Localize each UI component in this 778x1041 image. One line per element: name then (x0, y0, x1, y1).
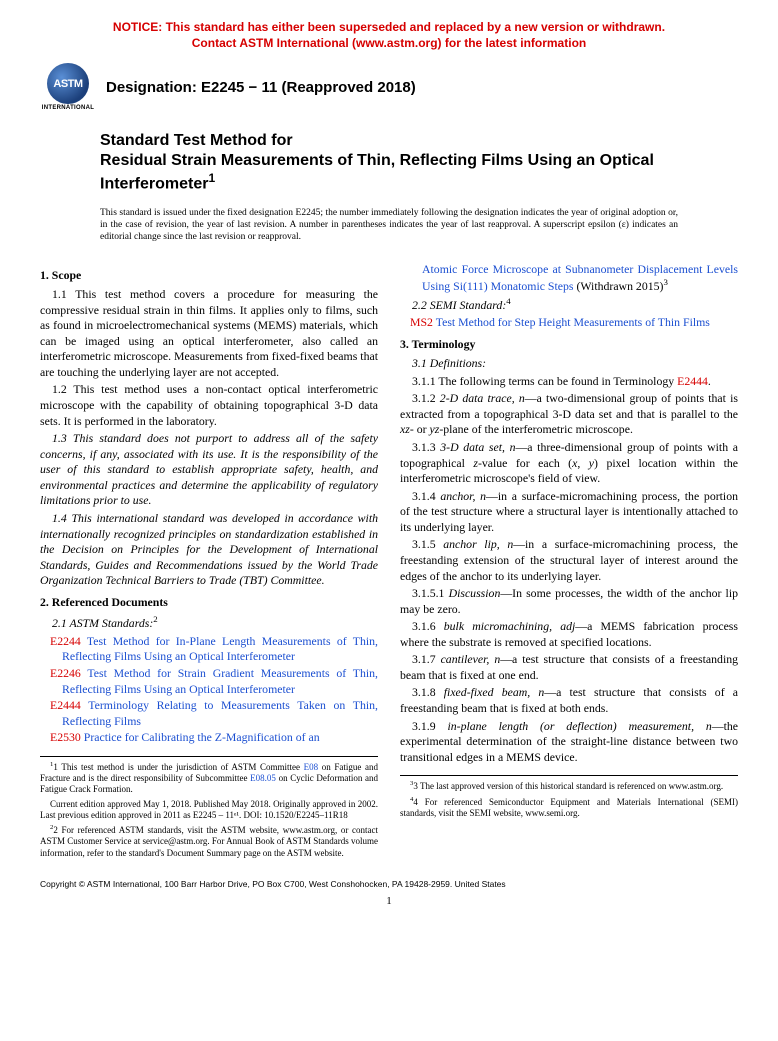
issuance-note: This standard is issued under the fixed … (100, 207, 678, 244)
para-3-1-5-1: 3.1.5.1 Discussion—In some processes, th… (400, 586, 738, 617)
ref-item: E2530 Practice for Calibrating the Z-Mag… (40, 730, 378, 746)
title-line2: Residual Strain Measurements of Thin, Re… (100, 151, 678, 194)
notice-line2: Contact ASTM International (www.astm.org… (192, 36, 586, 50)
ref-item: E2444 Terminology Relating to Measuremen… (40, 698, 378, 729)
notice-banner: NOTICE: This standard has either been su… (40, 20, 738, 51)
section-head-term: 3. Terminology (400, 337, 738, 353)
defs-head: 3.1 Definitions: (400, 356, 738, 372)
para-3-1-1: 3.1.1 The following terms can be found i… (400, 374, 738, 390)
section-head-refdocs: 2. Referenced Documents (40, 595, 378, 611)
footnote-2: 22 For referenced ASTM standards, visit … (40, 824, 378, 859)
para-3-1-8: 3.1.8 fixed-fixed beam, n—a test structu… (400, 685, 738, 716)
subhead-2-2: 2.2 SEMI Standard:4 (400, 296, 738, 313)
copyright-line: Copyright © ASTM International, 100 Barr… (40, 879, 738, 889)
para-3-1-6: 3.1.6 bulk micromachining, adj—a MEMS fa… (400, 619, 738, 650)
footnote-1-cont: Current edition approved May 1, 2018. Pu… (40, 799, 378, 822)
logo-abbr: ASTM (53, 78, 82, 90)
footnote-4: 44 For referenced Semiconductor Equipmen… (400, 796, 738, 820)
title-line1: Standard Test Method for (100, 131, 678, 151)
logo-subtext: INTERNATIONAL (42, 105, 94, 111)
para-3-1-7: 3.1.7 cantilever, n—a test structure tha… (400, 652, 738, 683)
designation-text: Designation: E2245 − 11 (Reapproved 2018… (106, 79, 416, 96)
header-row: ASTM INTERNATIONAL Designation: E2245 − … (40, 63, 738, 111)
para-1-4: 1.4 This international standard was deve… (40, 511, 378, 589)
section-head-scope: 1. Scope (40, 268, 378, 284)
para-3-1-3: 3.1.3 3-D data set, n—a three-dimensiona… (400, 440, 738, 487)
body-columns: 1. Scope 1.1 This test method covers a p… (40, 262, 738, 859)
para-3-1-4: 3.1.4 anchor, n—in a surface-micromachin… (400, 489, 738, 536)
subhead-2-1: 2.1 ASTM Standards:2 (40, 614, 378, 631)
ref-item: E2244 Test Method for In-Plane Length Me… (40, 634, 378, 665)
para-1-2: 1.2 This test method uses a non-contact … (40, 382, 378, 429)
footnote-3: 33 The last approved version of this his… (400, 780, 738, 792)
para-1-3: 1.3 This standard does not purport to ad… (40, 431, 378, 509)
para-3-1-9: 3.1.9 in-plane length (or deflection) me… (400, 719, 738, 766)
astm-logo: ASTM INTERNATIONAL (40, 63, 96, 111)
para-1-1: 1.1 This test method covers a procedure … (40, 287, 378, 380)
footnotes-left: 11 This test method is under the jurisdi… (40, 756, 378, 859)
footnote-1: 11 This test method is under the jurisdi… (40, 761, 378, 796)
footnotes-right: 33 The last approved version of this his… (400, 775, 738, 819)
para-3-1-2: 3.1.2 2-D data trace, n—a two-dimensiona… (400, 391, 738, 438)
ref-item-cont: Atomic Force Microscope at Subnanometer … (400, 262, 738, 295)
para-3-1-5: 3.1.5 anchor lip, n—in a surface-microma… (400, 537, 738, 584)
astm-logo-circle: ASTM (47, 63, 89, 104)
notice-line1: NOTICE: This standard has either been su… (113, 20, 665, 34)
ref-item: E2246 Test Method for Strain Gradient Me… (40, 666, 378, 697)
document-page: NOTICE: This standard has either been su… (0, 0, 778, 947)
page-number: 1 (40, 895, 738, 907)
ref-item-semi: MS2 Test Method for Step Height Measurem… (400, 315, 738, 331)
title-block: Standard Test Method for Residual Strain… (100, 131, 678, 194)
